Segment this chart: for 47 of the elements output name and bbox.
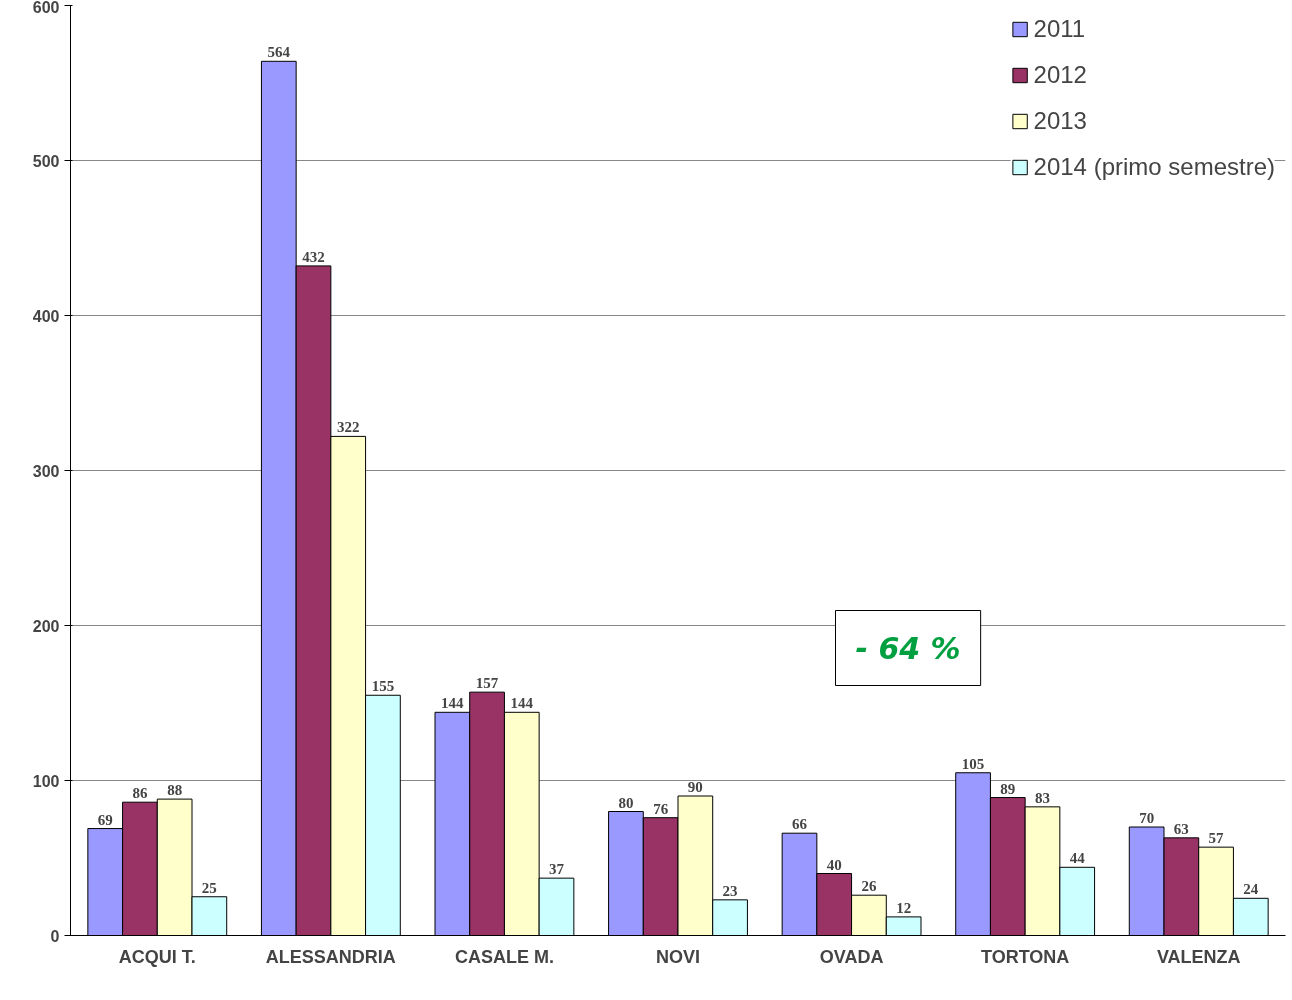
data-label: 63 xyxy=(1173,820,1189,837)
data-label: 155 xyxy=(371,678,395,695)
data-label: 144 xyxy=(441,695,465,712)
x-tick-label: ALESSANDRIA xyxy=(265,946,396,967)
legend-label: 2013 xyxy=(1033,107,1087,135)
data-label: 88 xyxy=(167,782,183,799)
data-label: 80 xyxy=(618,794,634,811)
legend-label: 2014 (primo semestre) xyxy=(1033,153,1275,181)
x-tick-label: CASALE M. xyxy=(454,946,554,967)
data-label: 90 xyxy=(687,779,703,795)
data-label: 12 xyxy=(896,899,912,916)
y-tick-label: 100 xyxy=(32,772,60,790)
data-label: 25 xyxy=(201,879,217,896)
y-tick-label: 200 xyxy=(32,617,60,635)
annotation: - 64 % xyxy=(855,630,961,666)
data-label: 432 xyxy=(302,248,325,265)
data-label: 83 xyxy=(1035,789,1050,806)
data-label: 564 xyxy=(267,44,291,61)
x-tick-label: ACQUI T. xyxy=(118,946,196,967)
data-label: 89 xyxy=(1000,780,1016,797)
data-label: 105 xyxy=(961,755,985,772)
data-label: 23 xyxy=(722,882,738,899)
data-label: 40 xyxy=(826,856,842,873)
x-tick-label: NOVI xyxy=(656,946,701,967)
y-tick-label: 600 xyxy=(32,0,60,16)
data-label: 157 xyxy=(475,675,499,692)
data-label: 69 xyxy=(97,811,113,828)
y-tick-label: 0 xyxy=(50,927,60,945)
y-tick-label: 500 xyxy=(32,152,60,170)
data-label: 144 xyxy=(510,695,534,712)
data-label: 322 xyxy=(336,419,360,436)
data-label: 37 xyxy=(549,861,565,878)
data-label: 76 xyxy=(653,800,669,817)
y-tick-label: 400 xyxy=(32,307,60,325)
legend-label: 2012 xyxy=(1033,61,1087,89)
x-tick-label: TORTONA xyxy=(980,946,1070,967)
data-label: 57 xyxy=(1208,830,1225,847)
x-tick-label: VALENZA xyxy=(1156,946,1241,967)
y-tick-label: 300 xyxy=(32,462,60,480)
x-tick-label: OVADA xyxy=(819,946,884,967)
data-label: 66 xyxy=(792,816,808,833)
data-label: 86 xyxy=(132,785,148,802)
data-label: 70 xyxy=(1139,810,1155,826)
data-label: 26 xyxy=(861,878,877,895)
data-label: 44 xyxy=(1069,850,1086,867)
data-label: 24 xyxy=(1243,881,1259,898)
legend-label: 2011 xyxy=(1033,15,1086,43)
